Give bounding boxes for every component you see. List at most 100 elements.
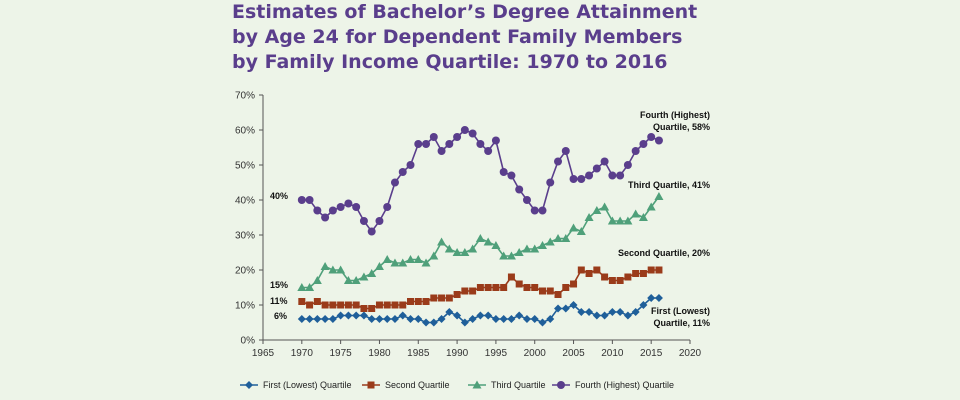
data-point xyxy=(343,276,353,284)
data-point xyxy=(530,206,539,215)
data-point xyxy=(538,318,547,327)
data-point xyxy=(569,175,578,183)
data-point xyxy=(530,315,539,323)
data-point xyxy=(654,136,663,145)
data-point xyxy=(577,308,586,316)
data-point xyxy=(367,315,376,323)
data-point xyxy=(638,213,648,221)
legend-label: First (Lowest) Quartile xyxy=(263,380,352,390)
legend-marker xyxy=(367,381,375,389)
data-point xyxy=(654,192,664,200)
data-point xyxy=(631,308,640,316)
annotation-label: 11% xyxy=(270,296,288,306)
y-tick-label: 30% xyxy=(235,231,255,242)
legend-label: Third Quartile xyxy=(491,380,546,390)
data-point xyxy=(453,291,461,298)
data-point xyxy=(491,315,500,323)
data-point xyxy=(344,199,353,208)
x-tick-label: 1970 xyxy=(291,348,314,359)
data-point xyxy=(561,304,570,313)
data-point xyxy=(608,308,617,316)
data-point xyxy=(429,318,438,327)
data-point xyxy=(382,255,392,263)
annotation-label: Fourth (Highest) xyxy=(640,110,710,120)
data-point xyxy=(422,140,431,148)
data-point xyxy=(352,301,360,309)
x-tick-label: 1975 xyxy=(330,348,353,359)
legend-label: Second Quartile xyxy=(385,380,450,390)
data-point xyxy=(577,266,585,274)
data-point xyxy=(646,202,656,211)
data-point xyxy=(545,237,555,246)
data-point xyxy=(398,311,407,320)
x-tick-label: 1995 xyxy=(485,348,508,359)
data-point xyxy=(351,276,361,284)
x-tick-label: 1980 xyxy=(368,348,391,359)
x-tick-label: 1985 xyxy=(407,348,430,359)
data-point xyxy=(522,196,531,204)
annotation-label: Quartile, 11% xyxy=(653,318,710,328)
data-point xyxy=(468,129,477,138)
data-point xyxy=(297,315,306,323)
x-tick-label: 2020 xyxy=(679,348,702,359)
data-point xyxy=(546,287,554,295)
data-point xyxy=(592,206,602,214)
data-point xyxy=(623,216,633,225)
annotation-label: Quartile, 58% xyxy=(653,122,710,132)
data-point xyxy=(313,315,322,323)
legend-marker xyxy=(472,380,482,389)
data-point xyxy=(631,147,640,155)
data-point xyxy=(421,258,431,267)
x-tick-label: 2010 xyxy=(601,348,624,359)
legend-marker xyxy=(245,381,253,389)
data-point xyxy=(306,301,314,309)
data-point xyxy=(554,291,562,298)
data-point xyxy=(430,294,438,302)
data-point xyxy=(515,280,523,288)
data-point xyxy=(398,258,408,267)
chart-title-line-3: by Family Income Quartile: 1970 to 2016 xyxy=(232,51,668,73)
annotation-label: 6% xyxy=(274,311,287,321)
data-point xyxy=(445,294,453,302)
y-tick-label: 60% xyxy=(235,126,255,137)
data-point xyxy=(321,213,330,222)
data-point xyxy=(359,217,368,225)
x-tick-label: 2005 xyxy=(562,348,585,359)
legend-item: Fourth (Highest) Quartile xyxy=(552,380,674,390)
data-point xyxy=(468,315,477,323)
data-point xyxy=(554,304,563,313)
data-point xyxy=(453,311,462,320)
data-point xyxy=(407,298,415,305)
data-point xyxy=(305,196,314,204)
data-point xyxy=(313,206,322,215)
data-point xyxy=(390,258,400,267)
data-point xyxy=(561,234,571,242)
x-tick-label: 1965 xyxy=(252,348,275,359)
data-point xyxy=(413,255,423,263)
chart-title: Estimates of Bachelor’s Degree Attainmen… xyxy=(232,0,792,75)
data-point xyxy=(491,241,501,249)
series-4 xyxy=(297,126,663,236)
data-point xyxy=(639,140,648,148)
data-point xyxy=(631,209,641,218)
data-point xyxy=(600,311,609,320)
data-point xyxy=(390,315,399,323)
data-point xyxy=(553,234,563,242)
data-point xyxy=(344,311,353,320)
data-point xyxy=(360,305,368,312)
data-point xyxy=(623,161,632,169)
data-point xyxy=(312,276,322,284)
data-point xyxy=(531,284,539,291)
data-point xyxy=(654,294,663,302)
data-point xyxy=(554,157,563,166)
data-point xyxy=(475,234,485,242)
data-point xyxy=(383,315,392,323)
data-point xyxy=(592,311,601,320)
y-tick-label: 40% xyxy=(235,196,255,207)
data-point xyxy=(469,287,477,295)
data-point xyxy=(336,311,345,320)
data-point xyxy=(546,178,555,187)
annotation-label: Third Quartile, 41% xyxy=(628,180,710,190)
data-point xyxy=(422,318,431,327)
data-point xyxy=(422,298,430,305)
